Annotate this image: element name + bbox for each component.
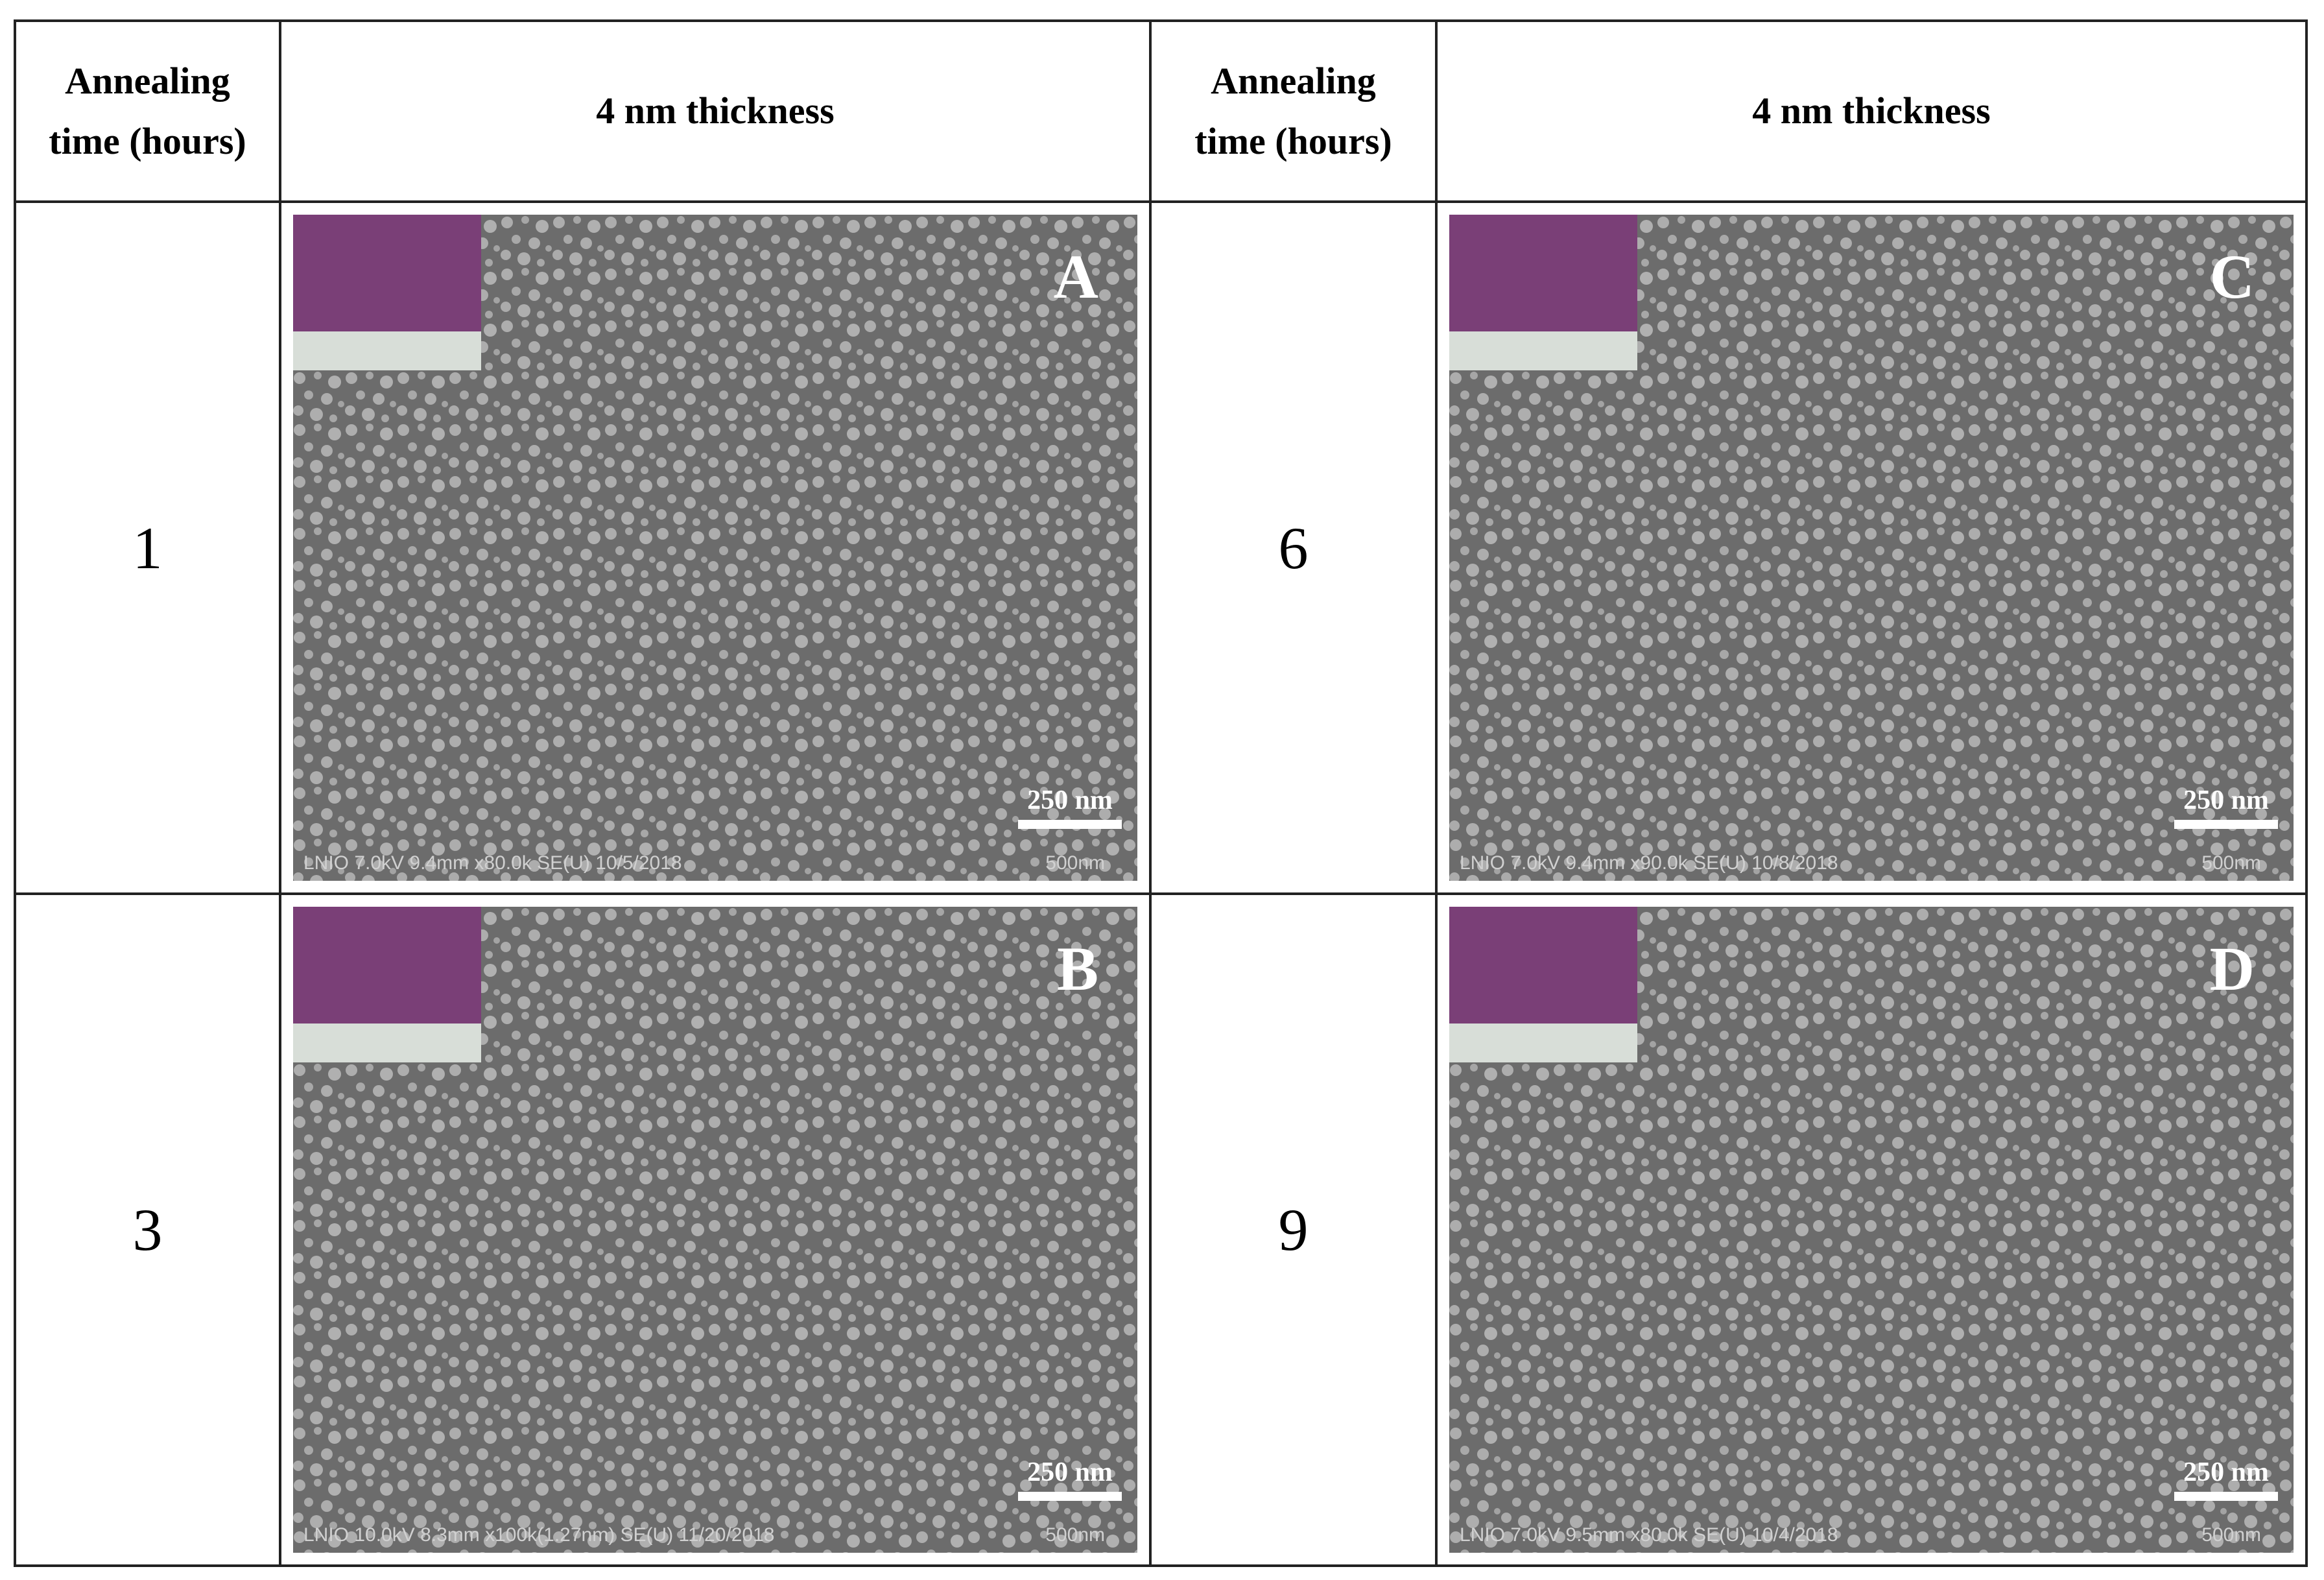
- scale-bar: [1018, 820, 1122, 829]
- sem-info: LNIO 7.0kV 9.4mm x90.0k SE(U) 10/8/2018: [1460, 852, 1838, 874]
- sem-image: A 250 nm LNIO 7.0kV 9.4mm x80.0k SE(U) 10/…: [293, 215, 1137, 881]
- photo-strip: [1449, 1023, 1637, 1062]
- sem-scale: 500nm: [1045, 1524, 1105, 1546]
- scale-text: 250 nm: [1027, 1457, 1113, 1487]
- photo-strip: [293, 1023, 481, 1062]
- header-cell: Annealing time (hours): [1149, 19, 1438, 203]
- panel-label: D: [2209, 934, 2255, 1003]
- scale-label: 250 nm: [2174, 1457, 2278, 1501]
- sem-scale: 500nm: [1045, 852, 1105, 874]
- header-cell: 4 nm thickness: [279, 19, 1152, 203]
- time-cell: 6: [1149, 200, 1438, 895]
- scale-bar: [1018, 1492, 1122, 1501]
- time-cell: 1: [14, 200, 281, 895]
- panel-label: A: [1053, 242, 1098, 311]
- image-cell: A 250 nm LNIO 7.0kV 9.4mm x80.0k SE(U) 10/…: [279, 200, 1152, 895]
- scale-text: 250 nm: [1027, 785, 1113, 815]
- scale-label: 250 nm: [1018, 1457, 1122, 1501]
- image-cell: D 250 nm LNIO 7.0kV 9.5mm x80.0k SE(U) 10/…: [1435, 892, 2308, 1567]
- panel-label: B: [1056, 934, 1098, 1003]
- sample-photo: [293, 907, 481, 1062]
- time-cell: 9: [1149, 892, 1438, 1567]
- scale-text: 250 nm: [2183, 1457, 2269, 1487]
- header-cell: 4 nm thickness: [1435, 19, 2308, 203]
- sem-image: B 250 nm LNIO 10.0kV 8.3mm x100k(1.27nm) S…: [293, 907, 1137, 1553]
- scale-text: 250 nm: [2183, 785, 2269, 815]
- sem-info: LNIO 7.0kV 9.4mm x80.0k SE(U) 10/5/2018: [303, 852, 682, 874]
- photo-strip: [1449, 331, 1637, 370]
- image-cell: B 250 nm LNIO 10.0kV 8.3mm x100k(1.27nm) S…: [279, 892, 1152, 1567]
- scale-bar: [2174, 820, 2278, 829]
- scale-label: 250 nm: [1018, 785, 1122, 829]
- sem-info: LNIO 7.0kV 9.5mm x80.0k SE(U) 10/4/2018: [1460, 1524, 1838, 1546]
- header-cell: Annealing time (hours): [14, 19, 281, 203]
- time-cell: 3: [14, 892, 281, 1567]
- sample-photo: [293, 215, 481, 370]
- sem-scale: 500nm: [2201, 852, 2261, 874]
- scale-bar: [2174, 1492, 2278, 1501]
- sample-photo: [1449, 907, 1637, 1062]
- sem-image: C 250 nm LNIO 7.0kV 9.4mm x90.0k SE(U) 10/…: [1449, 215, 2294, 881]
- image-cell: C 250 nm LNIO 7.0kV 9.4mm x90.0k SE(U) 10/…: [1435, 200, 2308, 895]
- photo-strip: [293, 331, 481, 370]
- sem-scale: 500nm: [2201, 1524, 2261, 1546]
- sem-image: D 250 nm LNIO 7.0kV 9.5mm x80.0k SE(U) 10/…: [1449, 907, 2294, 1553]
- scale-label: 250 nm: [2174, 785, 2278, 829]
- panel-label: C: [2209, 242, 2255, 311]
- sample-photo: [1449, 215, 1637, 370]
- sem-info: LNIO 10.0kV 8.3mm x100k(1.27nm) SE(U) 11…: [303, 1524, 775, 1546]
